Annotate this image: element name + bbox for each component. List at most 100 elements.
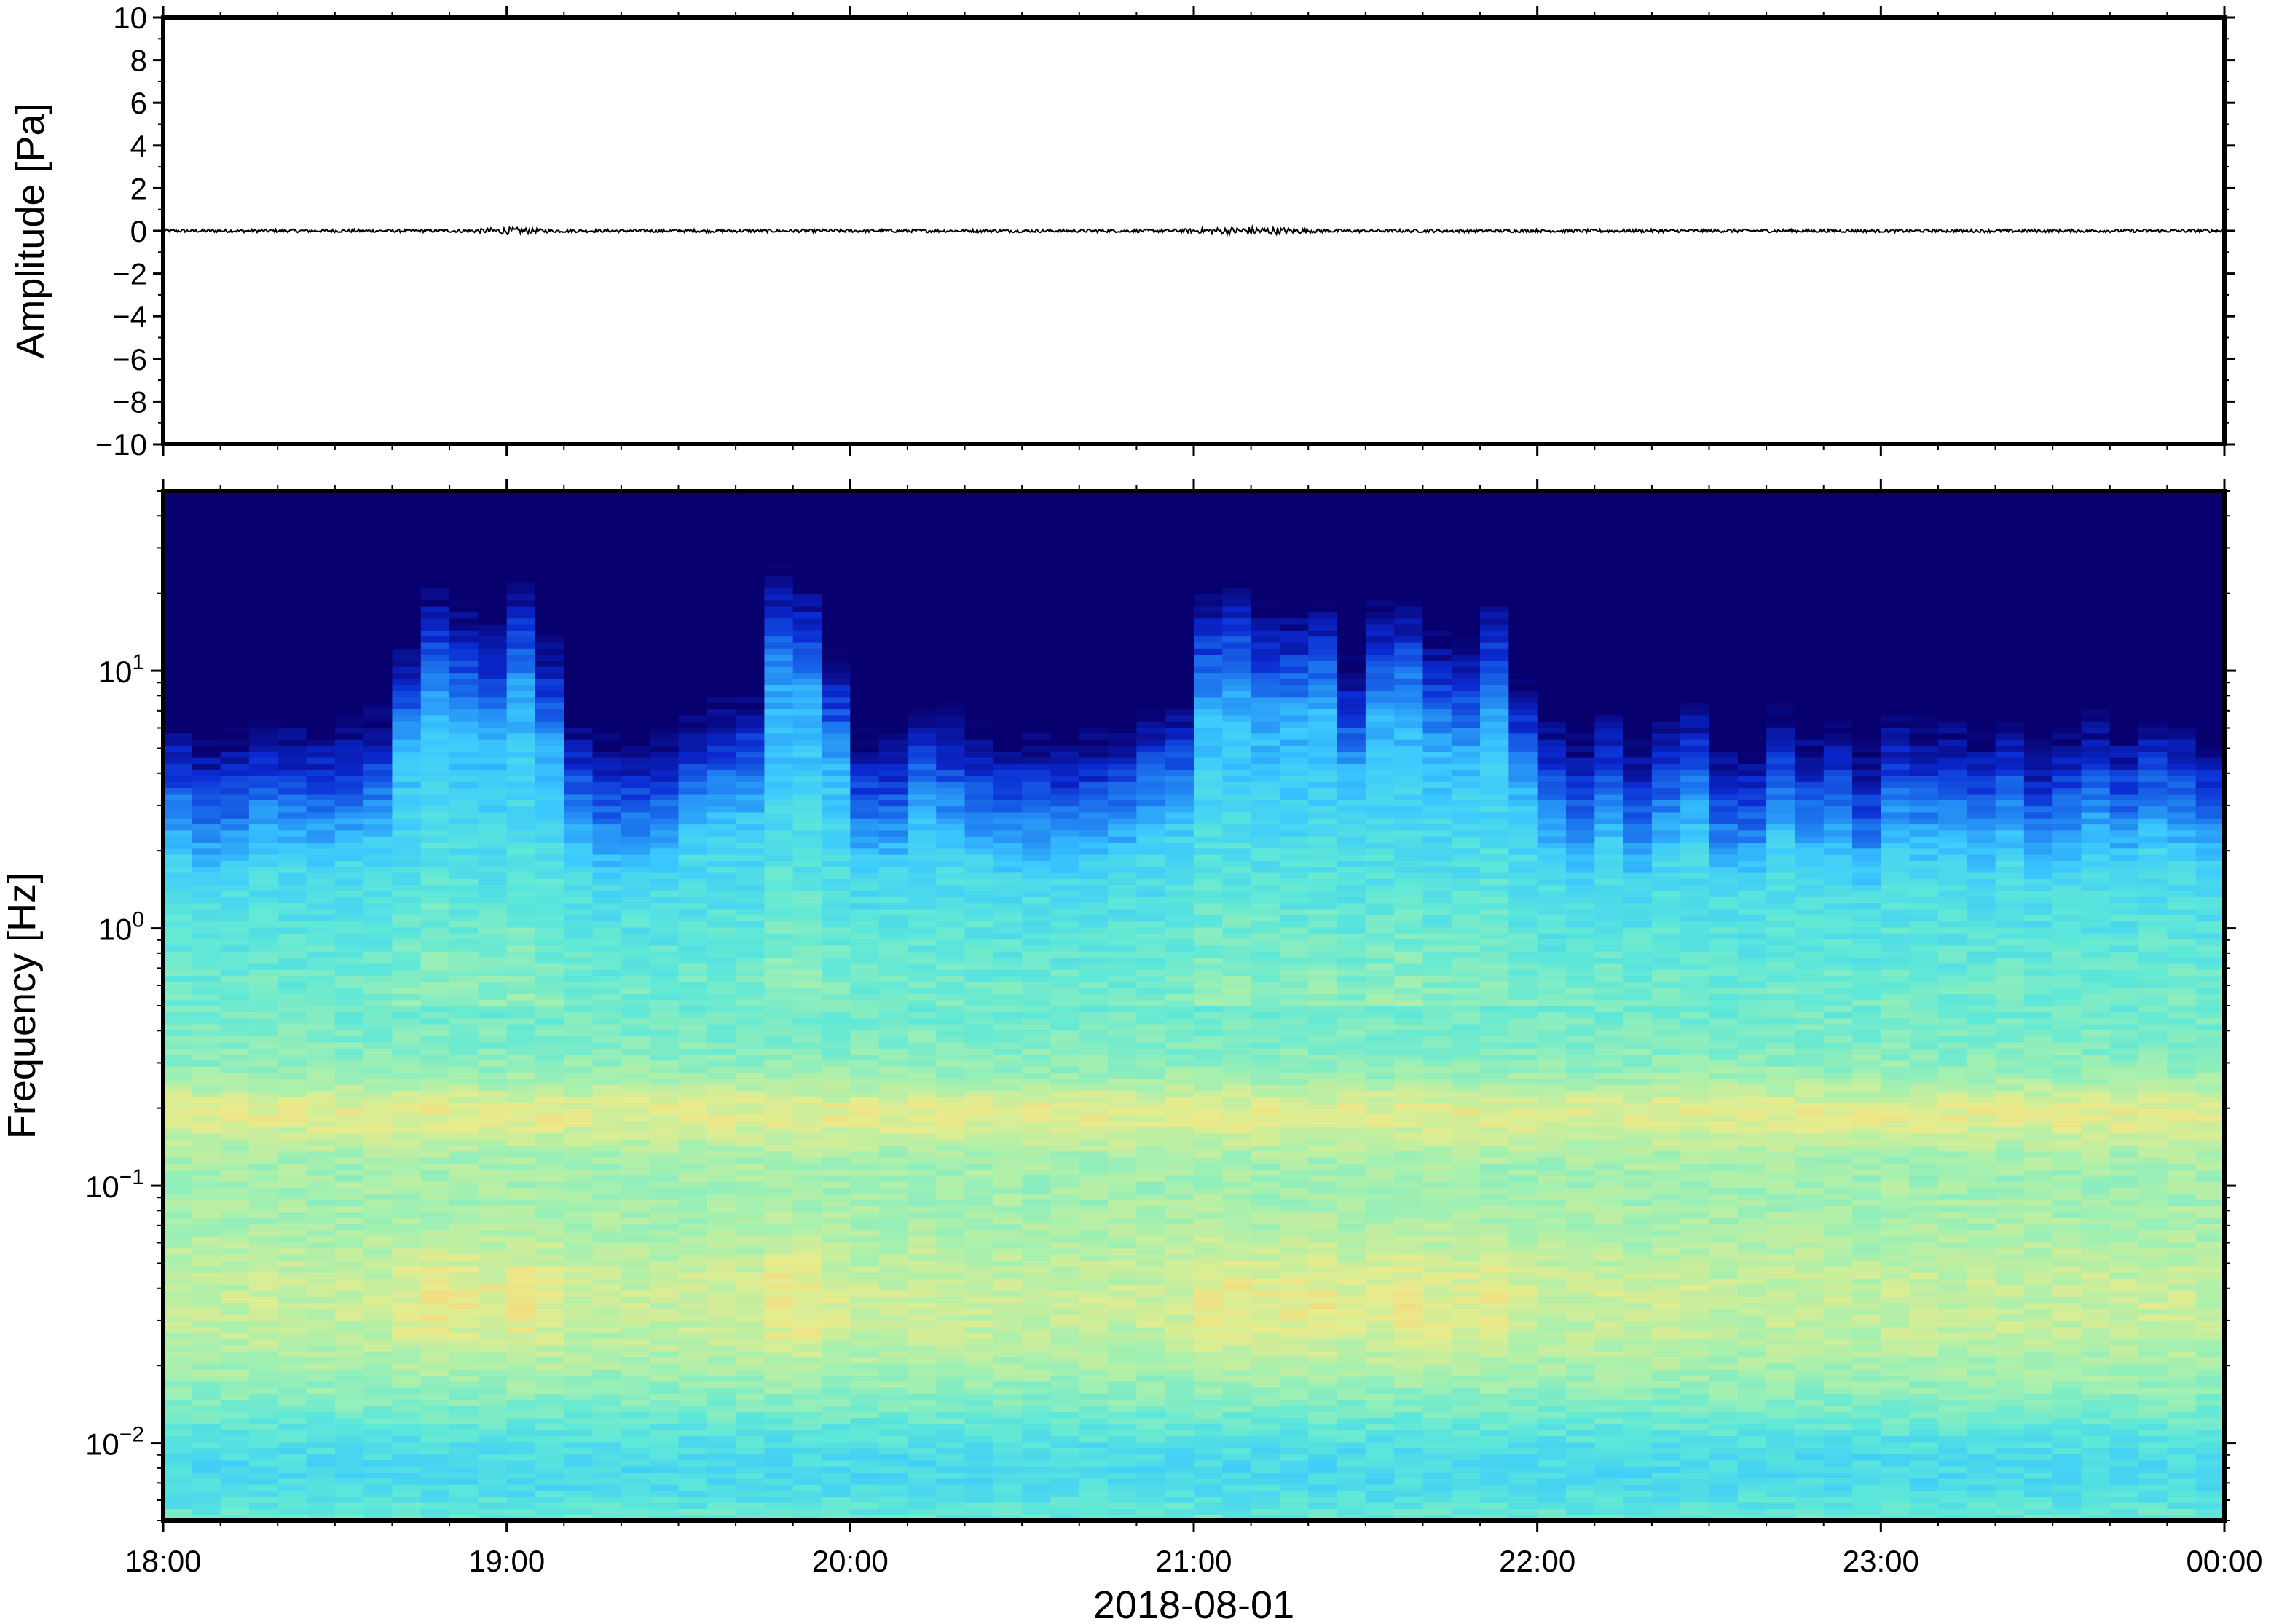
spectrogram-cell: [678, 575, 708, 583]
spectrogram-cell: [907, 666, 937, 674]
spectrogram-cell: [621, 557, 650, 564]
spectrogram-cell: [936, 1290, 966, 1297]
spectrogram-cell: [621, 999, 650, 1006]
spectrogram-cell: [936, 1435, 966, 1443]
spectrogram-cell: [907, 533, 937, 540]
spectrogram-cell: [506, 939, 536, 946]
spectrogram-cell: [163, 1484, 192, 1491]
spectrogram-cell: [363, 1314, 393, 1322]
spectrogram-cell: [792, 884, 822, 891]
spectrogram-cell: [907, 1060, 937, 1067]
spectrogram-cell: [878, 921, 908, 928]
spectrogram-cell: [363, 1266, 393, 1273]
spectrogram-cell: [822, 1393, 851, 1400]
spectrogram-cell: [592, 521, 622, 528]
spectrogram-cell: [850, 854, 880, 861]
spectrogram-cell: [592, 1132, 622, 1140]
spectrogram-cell: [420, 491, 450, 497]
spectrogram-cell: [936, 1108, 966, 1116]
spectrogram-cell: [478, 842, 508, 849]
spectrogram-cell: [334, 1078, 364, 1085]
spectrogram-cell: [392, 1199, 422, 1207]
spectrogram-cell: [192, 1199, 221, 1207]
spectrogram-cell: [878, 1151, 908, 1158]
spectrogram-cell: [564, 1466, 594, 1473]
spectrogram-cell: [192, 533, 221, 540]
spectrogram-cell: [621, 884, 650, 891]
spectrogram-cell: [363, 757, 393, 764]
spectrogram-cell: [936, 1369, 966, 1376]
spectrogram-cell: [878, 981, 908, 988]
spectrogram-cell: [964, 1084, 994, 1092]
spectrogram-cell: [478, 890, 508, 897]
spectrogram-cell: [248, 588, 278, 594]
spectrogram-cell: [278, 690, 307, 698]
spectrogram-cell: [192, 902, 221, 910]
spectrogram-cell: [564, 569, 594, 577]
spectrogram-cell: [163, 981, 192, 988]
spectrogram-cell: [163, 1066, 192, 1073]
spectrogram-cell: [392, 933, 422, 940]
spectrogram-cell: [592, 1242, 622, 1249]
spectrogram-cell: [936, 1344, 966, 1352]
amplitude-y-tick-label: 2: [130, 171, 147, 205]
spectrogram-cell: [449, 581, 479, 588]
spectrogram-cell: [192, 793, 221, 800]
spectrogram-cell: [248, 1296, 278, 1304]
spectrogram-cell: [564, 727, 594, 734]
spectrogram-cell: [535, 1012, 564, 1019]
spectrogram-cell: [936, 993, 966, 1001]
spectrogram-cell: [792, 1060, 822, 1067]
spectrogram-cell: [678, 1454, 708, 1461]
spectrogram-cell: [248, 733, 278, 740]
spectrogram-cell: [220, 1326, 250, 1333]
spectrogram-cell: [936, 769, 966, 776]
spectrogram-cell: [564, 866, 594, 873]
spectrogram-cell: [506, 1242, 536, 1249]
spectrogram-cell: [936, 933, 966, 940]
spectrogram-cell: [878, 1496, 908, 1503]
spectrogram-cell: [306, 945, 336, 952]
spectrogram-cell: [248, 1163, 278, 1170]
spectrogram-cell: [650, 811, 680, 819]
spectrogram-cell: [936, 745, 966, 752]
spectrogram-cell: [535, 957, 564, 964]
spectrogram-cell: [792, 811, 822, 819]
spectrogram-cell: [306, 999, 336, 1006]
spectrogram-cell: [506, 1218, 536, 1225]
spectrogram-cell: [363, 1205, 393, 1213]
spectrogram-cell: [363, 957, 393, 964]
spectrogram-cell: [878, 1387, 908, 1394]
spectrogram-cell: [392, 1454, 422, 1461]
spectrogram-cell: [822, 884, 851, 891]
spectrogram-cell: [392, 775, 422, 782]
spectrogram-cell: [621, 1090, 650, 1097]
spectrogram-cell: [792, 515, 822, 522]
spectrogram-cell: [822, 491, 851, 497]
spectrogram-cell: [736, 721, 765, 728]
spectrogram-cell: [592, 957, 622, 964]
spectrogram-cell: [192, 951, 221, 958]
spectrogram-cell: [506, 1490, 536, 1497]
spectrogram-cell: [248, 866, 278, 873]
spectrogram-cell: [907, 1121, 937, 1127]
spectrogram-cell: [907, 842, 937, 849]
spectrogram-cell: [363, 1247, 393, 1255]
spectrogram-cell: [764, 1072, 794, 1079]
spectrogram-cell: [650, 648, 680, 655]
spectrogram-cell: [936, 951, 966, 958]
spectrogram-cell: [764, 508, 794, 516]
spectrogram-cell: [306, 854, 336, 861]
spectrogram-cell: [592, 545, 622, 552]
spectrogram-cell: [736, 842, 765, 849]
spectrogram-cell: [878, 908, 908, 915]
spectrogram-cell: [736, 926, 765, 934]
spectrogram-cell: [392, 1302, 422, 1309]
spectrogram-cell: [363, 1448, 393, 1455]
spectrogram-cell: [650, 636, 680, 643]
spectrogram-cell: [449, 1078, 479, 1085]
spectrogram-cell: [220, 612, 250, 619]
spectrogram-cell: [163, 1138, 192, 1146]
spectrogram-cell: [964, 1023, 994, 1030]
spectrogram-cell: [420, 939, 450, 946]
